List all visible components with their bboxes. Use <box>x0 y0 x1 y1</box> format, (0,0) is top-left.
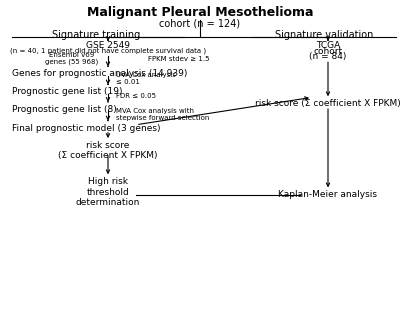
Text: High risk
threshold
determination: High risk threshold determination <box>76 177 140 207</box>
Text: Signature validation: Signature validation <box>275 30 373 40</box>
Text: Final prognostic model (3 genes): Final prognostic model (3 genes) <box>12 124 160 133</box>
Text: cohort: cohort <box>314 47 342 56</box>
Text: GSE 2549: GSE 2549 <box>86 41 130 50</box>
Text: (n = 40, 1 patient did not have complete survival data ): (n = 40, 1 patient did not have complete… <box>10 47 206 54</box>
Text: Signature training: Signature training <box>52 30 140 40</box>
Text: TCGA: TCGA <box>316 41 340 50</box>
Text: Genes for prognostic analysis (14 939): Genes for prognostic analysis (14 939) <box>12 69 187 78</box>
Text: FDR ≤ 0.05: FDR ≤ 0.05 <box>116 93 156 99</box>
Text: risk score (Σ coefficient X FPKM): risk score (Σ coefficient X FPKM) <box>255 99 400 108</box>
Text: (n = 84): (n = 84) <box>309 52 347 61</box>
Text: UVA Cox analysis
≤ 0.01: UVA Cox analysis ≤ 0.01 <box>116 71 176 85</box>
Text: Prognostic gene list (19): Prognostic gene list (19) <box>12 87 122 96</box>
Text: risk score
(Σ coefficient X FPKM): risk score (Σ coefficient X FPKM) <box>58 141 158 160</box>
Text: Prognostic gene list (8): Prognostic gene list (8) <box>12 105 117 114</box>
Text: MVA Cox analysis with
stepwise forward selection: MVA Cox analysis with stepwise forward s… <box>116 108 209 121</box>
Text: cohort (n = 124): cohort (n = 124) <box>160 19 240 29</box>
Text: Kaplan-Meier analysis: Kaplan-Meier analysis <box>278 190 378 199</box>
Text: Ensembl v69
genes (55 968): Ensembl v69 genes (55 968) <box>45 52 99 66</box>
Text: Malignant Pleural Mesothelioma: Malignant Pleural Mesothelioma <box>87 6 313 19</box>
Text: FPKM stdev ≥ 1.5: FPKM stdev ≥ 1.5 <box>148 56 210 62</box>
